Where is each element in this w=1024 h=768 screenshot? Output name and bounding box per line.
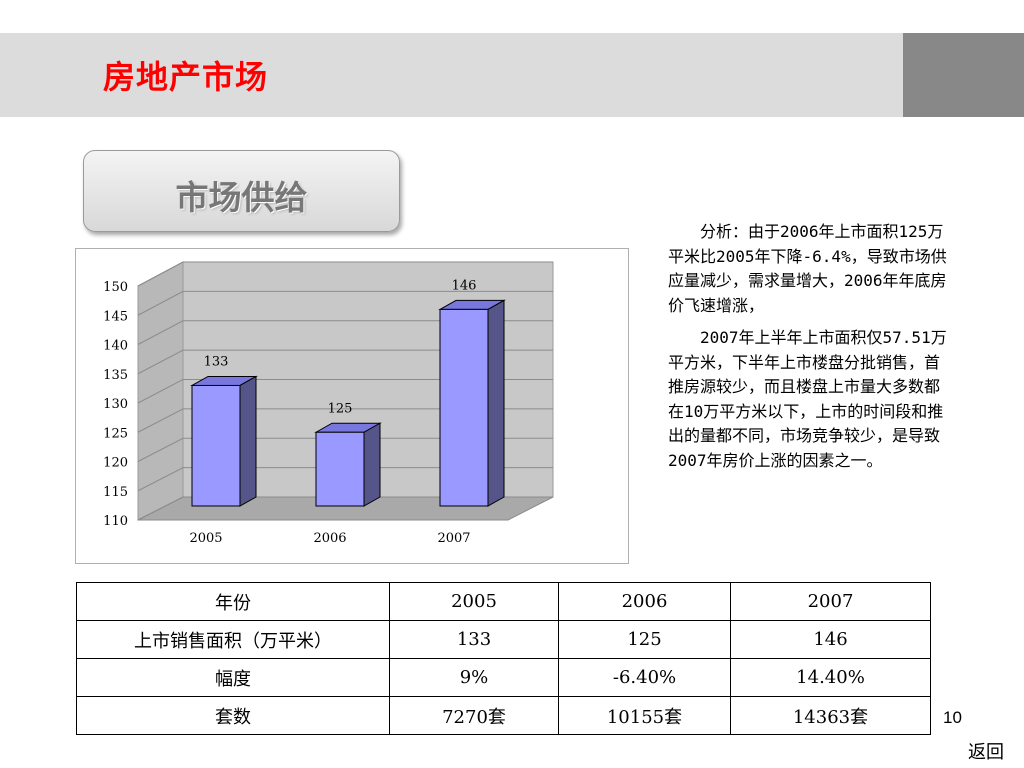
chart-bar-side: [487, 299, 505, 507]
chart-y-tick-label: 145: [103, 309, 128, 324]
page-title: 房地产市场: [103, 58, 269, 96]
chart-y-tick-label: 120: [103, 456, 128, 471]
bar-chart: 110 115 120 125 130 135 140 145 150 133 2005 125 200…: [75, 248, 629, 564]
data-table: 年份 2005 2006 2007 上市销售面积（万平米） 133 125 146 幅度 9% -6…: [76, 582, 931, 735]
chart-gridline: [137, 349, 553, 375]
analysis-paragraph-1: 分析：由于2006年上市面积125万平米比2005年下降-6.4%，导致市场供应…: [668, 222, 947, 315]
chart-y-tick-label: 135: [103, 368, 128, 383]
table-row: 套数 7270套 10155套 14363套: [76, 696, 931, 735]
chart-bar-side: [363, 422, 381, 507]
table-cell: 14.40%: [730, 658, 931, 697]
chart-gridline: [137, 290, 553, 316]
table-row: 上市销售面积（万平米） 133 125 146: [76, 620, 931, 659]
chart-gridline: [137, 467, 553, 492]
table-header-cell: 2005: [389, 582, 559, 621]
analysis-text: 分析：由于2006年上市面积125万平米比2005年下降-6.4%，导致市场供应…: [668, 220, 950, 473]
table-header-cell: 2006: [558, 582, 731, 621]
table-cell: -6.40%: [558, 658, 731, 697]
chart-y-tick-label: 150: [103, 280, 128, 295]
back-link[interactable]: 返回: [968, 742, 1004, 763]
chart-bar: [191, 384, 241, 507]
chart-y-tick-label: 130: [103, 397, 128, 412]
table-cell: 9%: [389, 658, 559, 697]
table-cell: 7270套: [389, 696, 559, 735]
table-row: 年份 2005 2006 2007: [76, 582, 931, 621]
chart-y-tick-label: 140: [103, 339, 128, 354]
analysis-paragraph-2: 2007年上半年上市面积仅57.51万平方米，下半年上市楼盘分批销售，首推房源较…: [668, 328, 947, 470]
table-cell: 146: [730, 620, 931, 659]
chart-bar-side: [239, 375, 257, 507]
header-accent-block: [903, 33, 1024, 117]
chart-bar: [439, 308, 489, 507]
table-header-cell: 2007: [730, 582, 931, 621]
section-tag-label: 市场供给: [175, 178, 308, 217]
chart-x-tick-label: 2005: [189, 531, 222, 546]
chart-x-tick-label: 2006: [313, 531, 346, 546]
table-cell: 14363套: [730, 696, 931, 735]
chart-bar: [315, 431, 365, 507]
chart-y-tick-label: 125: [103, 426, 128, 441]
table-header-cell: 年份: [76, 582, 390, 621]
chart-gridline: [137, 379, 553, 404]
chart-gridline: [137, 437, 553, 462]
bar-chart-svg: 110 115 120 125 130 135 140 145 150 133 2005 125 200…: [103, 261, 554, 546]
table-cell: 套数: [76, 696, 390, 735]
table-cell: 幅度: [76, 658, 390, 697]
table-cell: 10155套: [558, 696, 731, 735]
chart-y-tick-label: 110: [103, 514, 128, 529]
chart-gridline: [137, 496, 553, 521]
chart-x-tick-label: 2007: [437, 531, 470, 546]
page-number: 10: [943, 708, 962, 727]
table-row: 幅度 9% -6.40% 14.40%: [76, 658, 931, 697]
chart-data-label: 133: [204, 354, 229, 369]
chart-y-tick-label: 115: [103, 485, 128, 500]
table-cell: 125: [558, 620, 731, 659]
chart-gridline: [137, 261, 553, 287]
chart-data-label: 146: [452, 278, 477, 293]
chart-data-label: 125: [328, 401, 353, 416]
table-cell: 133: [389, 620, 559, 659]
table-cell: 上市销售面积（万平米）: [76, 620, 390, 659]
header-band: [0, 33, 903, 117]
chart-gridline: [137, 320, 553, 345]
chart-gridline: [137, 408, 553, 433]
section-tag: 市场供给: [83, 150, 400, 232]
